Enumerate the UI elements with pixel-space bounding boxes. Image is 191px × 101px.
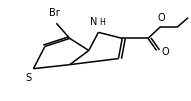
Text: H: H [99, 18, 105, 27]
Text: Br: Br [49, 8, 60, 18]
Text: N: N [90, 17, 97, 27]
Text: O: O [161, 46, 169, 57]
Text: S: S [26, 73, 32, 83]
Text: O: O [158, 13, 165, 23]
